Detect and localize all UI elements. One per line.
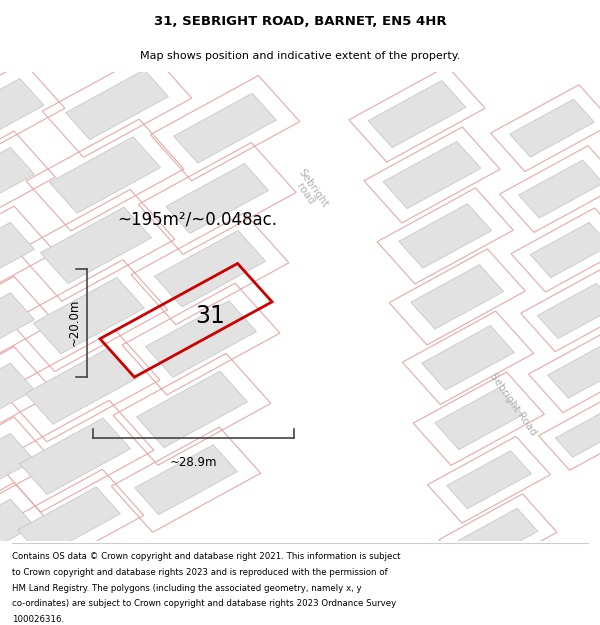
Text: 31, SEBRIGHT ROAD, BARNET, EN5 4HR: 31, SEBRIGHT ROAD, BARNET, EN5 4HR <box>154 15 446 28</box>
Polygon shape <box>519 160 600 218</box>
Text: Sebright Road: Sebright Road <box>488 372 538 438</box>
Polygon shape <box>166 164 269 233</box>
Text: ~28.9m: ~28.9m <box>170 456 217 469</box>
Text: ~195m²/~0.048ac.: ~195m²/~0.048ac. <box>117 211 277 229</box>
Polygon shape <box>0 148 34 212</box>
Polygon shape <box>0 292 34 357</box>
Polygon shape <box>435 388 523 449</box>
Polygon shape <box>548 346 600 398</box>
Polygon shape <box>65 70 169 139</box>
Text: to Crown copyright and database rights 2023 and is reproduced with the permissio: to Crown copyright and database rights 2… <box>12 568 388 577</box>
Polygon shape <box>510 99 594 157</box>
Polygon shape <box>25 348 137 424</box>
Text: co-ordinates) are subject to Crown copyright and database rights 2023 Ordnance S: co-ordinates) are subject to Crown copyr… <box>12 599 396 608</box>
Polygon shape <box>0 62 372 128</box>
Text: Contains OS data © Crown copyright and database right 2021. This information is : Contains OS data © Crown copyright and d… <box>12 552 401 561</box>
Polygon shape <box>447 451 531 509</box>
Polygon shape <box>0 79 44 140</box>
Polygon shape <box>458 508 538 564</box>
Polygon shape <box>252 62 420 550</box>
Polygon shape <box>530 222 600 278</box>
Polygon shape <box>154 231 266 307</box>
Polygon shape <box>411 264 503 329</box>
Polygon shape <box>368 81 466 148</box>
Polygon shape <box>422 326 514 390</box>
Polygon shape <box>0 499 34 564</box>
Polygon shape <box>134 445 238 514</box>
Polygon shape <box>538 283 600 339</box>
Polygon shape <box>556 408 600 458</box>
Polygon shape <box>383 141 481 209</box>
Polygon shape <box>49 137 161 213</box>
Polygon shape <box>0 363 34 428</box>
Text: Sebright
road: Sebright road <box>289 168 329 215</box>
Text: ~20.0m: ~20.0m <box>68 299 81 346</box>
Text: Map shows position and indicative extent of the property.: Map shows position and indicative extent… <box>140 51 460 61</box>
Text: 100026316.: 100026316. <box>12 615 64 624</box>
Polygon shape <box>399 204 491 268</box>
Polygon shape <box>145 301 257 378</box>
Text: 31: 31 <box>195 304 225 328</box>
Polygon shape <box>19 418 131 494</box>
Polygon shape <box>348 316 600 550</box>
Polygon shape <box>33 278 145 354</box>
Text: HM Land Registry. The polygons (including the associated geometry, namely x, y: HM Land Registry. The polygons (includin… <box>12 584 362 592</box>
Polygon shape <box>173 93 277 163</box>
Polygon shape <box>136 371 248 448</box>
Polygon shape <box>0 222 34 287</box>
Polygon shape <box>0 433 34 498</box>
Polygon shape <box>40 207 152 284</box>
Polygon shape <box>17 487 121 557</box>
